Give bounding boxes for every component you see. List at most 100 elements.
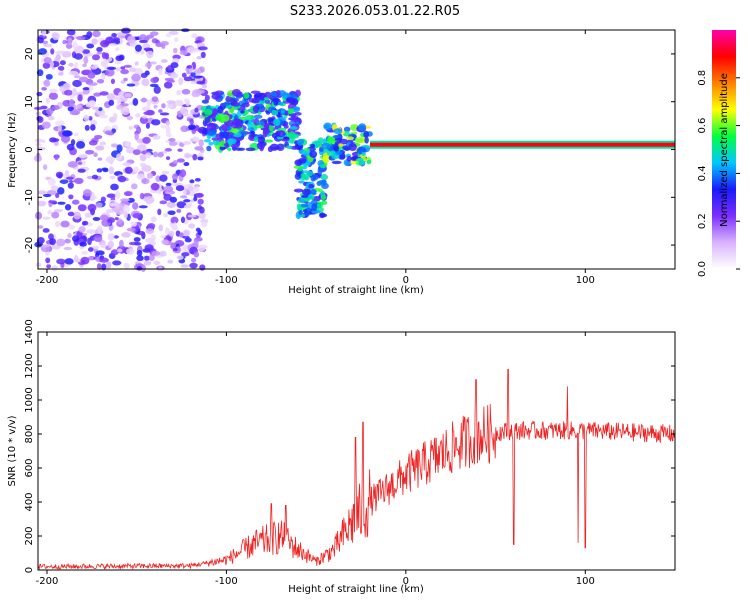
- spectrogram-blob: [73, 211, 81, 220]
- spectrogram-blob: [194, 177, 201, 182]
- spectrogram-blob: [120, 107, 130, 116]
- spectrogram-blob: [121, 232, 131, 238]
- spectrogram-blob: [160, 125, 170, 129]
- spectrogram-blob: [117, 175, 127, 183]
- spectrogram-blob: [151, 96, 159, 103]
- snr-ytick-label: 1200: [24, 353, 35, 378]
- spectrogram-blob: [36, 236, 45, 244]
- spectrogram-blob: [153, 260, 161, 265]
- spectrogram-blob: [37, 116, 44, 124]
- spectrogram-blob: [114, 190, 121, 199]
- spectrogram-blob: [49, 88, 58, 93]
- colorbar-tick-label: 0.0: [697, 261, 708, 277]
- spectrogram-blob: [130, 221, 138, 227]
- spectrogram-blob: [100, 60, 109, 68]
- spectrogram-blob: [51, 105, 60, 111]
- spectrogram-blob: [96, 263, 102, 270]
- spectrogram-blob: [298, 180, 305, 184]
- spectrogram-blob: [77, 94, 83, 102]
- spectrogram-blob: [134, 132, 139, 141]
- spectrogram-blob: [366, 159, 372, 165]
- spectrogram-blob: [132, 98, 139, 106]
- spectrogram-blob: [206, 145, 212, 152]
- spectrogram-blob: [143, 255, 150, 261]
- spectrogram-blob: [43, 44, 53, 48]
- spectrogram-blob: [322, 155, 330, 163]
- snr-xtick-label: -100: [215, 576, 238, 587]
- spectrogram-blob: [136, 173, 146, 180]
- spectrogram-blob: [207, 129, 217, 136]
- spectrogram-blob: [65, 176, 74, 180]
- spectrogram-blob: [333, 146, 340, 152]
- spectrogram-blob: [149, 61, 157, 65]
- spectrogram-blob: [34, 138, 43, 143]
- spectrogram-blob: [108, 166, 115, 175]
- spectrogram-blob: [106, 93, 116, 101]
- spectrogram-blob: [164, 227, 170, 235]
- spectrogram-blob: [161, 103, 166, 109]
- spectrogram-blob: [235, 147, 242, 151]
- spectrogram-blob: [298, 149, 307, 155]
- spectrogram-blob: [40, 244, 50, 248]
- spectrogram-main-line: [369, 142, 675, 147]
- spectrogram-blob: [183, 199, 191, 203]
- spectrogram-blob: [121, 27, 131, 34]
- spectrogram-blob: [317, 167, 323, 176]
- spectrogram-blob: [183, 230, 190, 237]
- spectrogram-blob: [253, 136, 259, 143]
- spectrogram-blob: [296, 203, 302, 211]
- spectrogram-blob: [96, 168, 103, 173]
- spectrogram-blob: [80, 256, 90, 265]
- spectrogram-blob: [181, 88, 191, 95]
- spectrogram-blob: [309, 150, 318, 158]
- spectrogram-xtick-label: -200: [36, 275, 59, 286]
- spectrogram-blob: [134, 61, 139, 66]
- spectrogram-blob: [146, 200, 152, 205]
- spectrogram-blob: [140, 97, 148, 103]
- spectrogram-blob: [256, 142, 266, 150]
- spectrogram-blob: [194, 146, 204, 151]
- spectrogram-blob: [64, 169, 70, 176]
- spectrogram-blob: [145, 62, 152, 69]
- spectrogram-blob: [74, 177, 84, 185]
- spectrogram-blob: [241, 102, 250, 108]
- spectrogram-blob: [120, 66, 126, 70]
- spectrogram-blob: [275, 130, 286, 138]
- spectrogram-blob: [159, 174, 168, 182]
- spectrogram-blob: [240, 131, 246, 135]
- spectrogram-blob: [151, 250, 161, 256]
- spectrogram-blob: [204, 109, 213, 116]
- spectrogram-blob: [220, 131, 230, 139]
- spectrogram-blob: [183, 76, 193, 82]
- spectrogram-blob: [199, 264, 206, 271]
- snr-ytick-label: 0: [24, 567, 35, 573]
- spectrogram-blob: [335, 150, 343, 155]
- spectrogram-blob: [122, 162, 132, 166]
- spectrogram-blob: [79, 241, 87, 247]
- colorbar: 0.0 0.2 0.4 0.6 0.8 Normalized spectral ampl…: [697, 30, 740, 277]
- spectrogram-blob: [148, 254, 155, 262]
- spectrogram-blob: [244, 114, 255, 121]
- spectrogram-blob: [180, 216, 186, 224]
- spectrogram-blob: [137, 144, 147, 152]
- spectrogram-blob: [172, 47, 178, 54]
- spectrogram-blob: [57, 72, 64, 76]
- spectrogram-blob: [297, 139, 304, 146]
- spectrogram-blob: [115, 67, 121, 72]
- spectrogram-blob: [163, 81, 173, 89]
- spectrogram-blob: [114, 217, 119, 221]
- snr-ytick-label: 1000: [24, 387, 35, 412]
- snr-ytick-label: 600: [24, 458, 35, 477]
- spectrogram-blob: [135, 113, 141, 118]
- spectrogram-blob: [145, 122, 151, 129]
- spectrogram-blob: [99, 141, 107, 146]
- spectrogram-blob: [53, 208, 64, 213]
- spectrogram-blob: [48, 92, 59, 100]
- spectrogram-blob: [45, 257, 51, 264]
- spectrogram-blob: [126, 227, 136, 232]
- spectrogram-blob: [76, 104, 82, 109]
- spectrogram-blob: [38, 48, 48, 55]
- spectrogram-blob: [257, 136, 266, 144]
- spectrogram-blob: [116, 144, 123, 153]
